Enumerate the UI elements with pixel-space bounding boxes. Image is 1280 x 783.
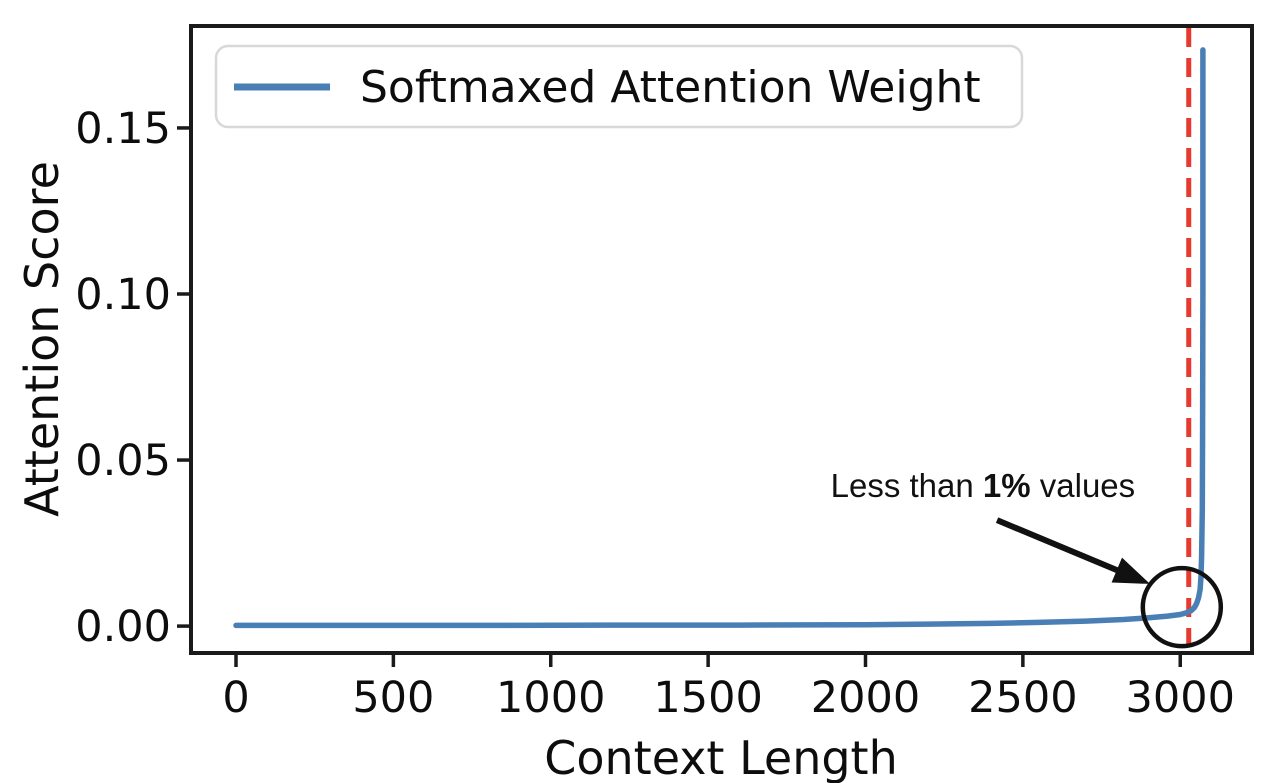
annotation-circle (1140, 565, 1224, 649)
y-tick-label: 0.10 (75, 270, 171, 320)
plot-frame (189, 24, 1254, 655)
x-tick-label: 2500 (968, 673, 1077, 723)
chart-generated-layer: 0 500 1000 1500 2000 2500 3000 0.00 0.05 0.10 0.15 (75, 28, 1235, 723)
x-tick-label: 0 (222, 673, 249, 723)
x-tick-label: 1000 (496, 673, 605, 723)
legend: Softmaxed Attention Weight (214, 44, 1024, 129)
y-axis-label: Attention Score (15, 161, 69, 517)
x-tick-label: 1500 (653, 673, 762, 723)
x-axis-label: Context Length (544, 731, 898, 783)
x-tick-label: 2000 (811, 673, 920, 723)
annotation-text-prefix: Less than (831, 467, 983, 504)
legend-box (214, 44, 1024, 129)
x-tick-label: 3000 (1126, 673, 1235, 723)
y-tick-label: 0.15 (75, 104, 171, 154)
annotation-arrow-head (1111, 557, 1151, 584)
y-tick-label: 0.05 (75, 436, 171, 486)
y-tick-label: 0.00 (75, 602, 171, 652)
attention-weight-line (233, 47, 1206, 629)
annotation-text: Less than 1% values (831, 467, 1136, 504)
annotation-text-suffix: values (1031, 467, 1136, 504)
legend-label: Softmaxed Attention Weight (360, 62, 981, 113)
annotation-text-bold: 1% (983, 467, 1031, 504)
x-tick-label: 500 (352, 673, 434, 723)
annotation-arrow-shaft (995, 517, 1122, 575)
